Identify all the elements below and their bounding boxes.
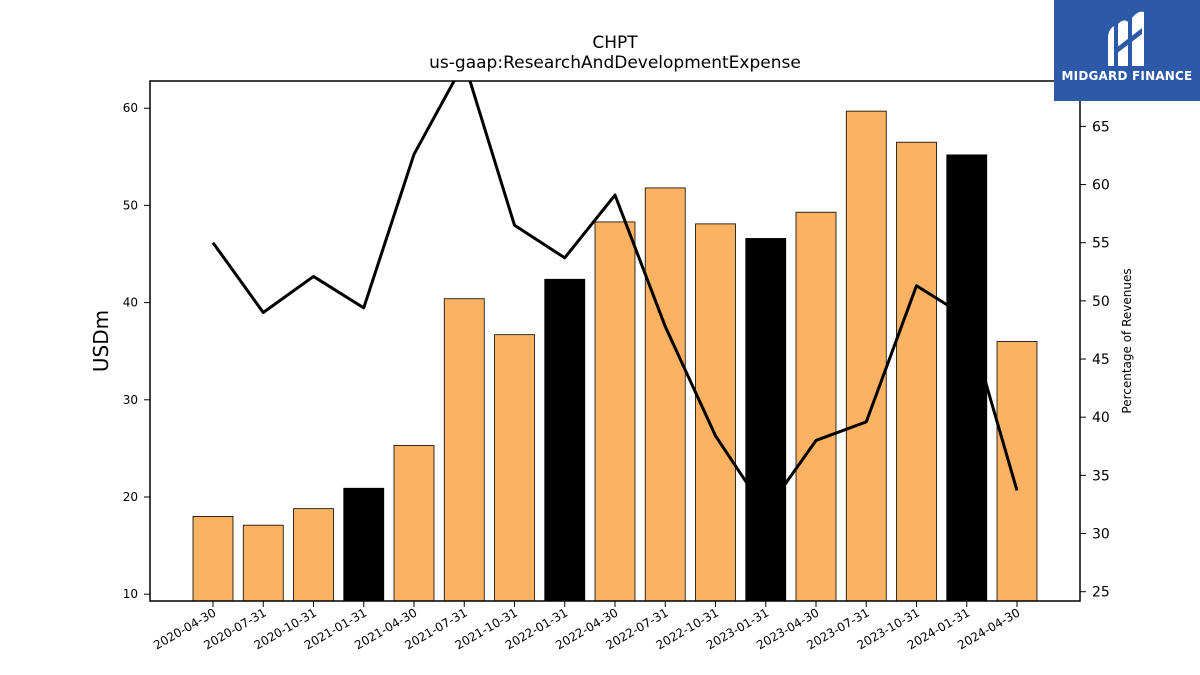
bar-2023-10-31 [896, 141, 937, 602]
bar-2021-04-30 [393, 445, 435, 602]
bar-2020-07-31 [242, 524, 284, 602]
bar-2022-04-30 [594, 221, 636, 602]
y2-tick-label: 60 [1092, 178, 1110, 194]
logo-text: MIDGARD FINANCE [1061, 69, 1193, 83]
bar-2021-07-31 [443, 298, 485, 602]
y2-tick-label: 35 [1092, 468, 1110, 484]
bar-2024-01-31 [946, 154, 988, 602]
y-axis-right: 25 30 35 40 45 50 55 60 65 [1080, 119, 1110, 601]
bar-2023-01-31 [745, 238, 787, 602]
y-axis-label: USDm [89, 310, 113, 372]
bar-2022-07-31 [644, 187, 686, 602]
bar-2022-10-31 [695, 223, 736, 602]
midgard-logo-icon [1108, 11, 1144, 67]
bars-group [192, 110, 1038, 602]
y-tick-label: 60 [123, 101, 138, 115]
bar-2023-04-30 [795, 211, 837, 602]
y2-tick-label: 30 [1092, 527, 1110, 543]
y-tick-label: 10 [123, 587, 138, 601]
bar-2022-01-31 [544, 278, 586, 602]
chart-title: CHPT [592, 33, 638, 53]
y2-tick-label: 40 [1092, 410, 1110, 426]
line-group [211, 81, 1019, 513]
percentage-line [211, 81, 1019, 513]
y2-tick-label: 65 [1092, 119, 1110, 135]
y2-tick-label: 55 [1092, 236, 1110, 252]
y2-tick-label: 50 [1092, 294, 1110, 310]
bar-2020-04-30 [192, 516, 234, 602]
midgard-finance-logo: MIDGARD FINANCE [1054, 0, 1200, 101]
y2-axis-label: Percentage of Revenues [1120, 268, 1134, 413]
bar-2021-10-31 [494, 334, 535, 602]
chart-subtitle: us-gaap:ResearchAndDevelopmentExpense [429, 53, 801, 73]
y-tick-label: 50 [123, 198, 138, 212]
y-tick-label: 40 [123, 296, 138, 310]
bar-2024-04-30 [996, 341, 1038, 602]
y-axis-left: 10 20 30 40 50 60 [123, 101, 150, 601]
y-tick-label: 30 [123, 393, 138, 407]
bar-2023-07-31 [845, 110, 887, 602]
x-axis: 2020-04-302020-07-312020-10-312021-01-31… [151, 601, 1023, 652]
y2-tick-label: 25 [1092, 585, 1110, 601]
bar-2021-01-31 [343, 487, 385, 602]
y2-tick-label: 45 [1092, 352, 1110, 368]
y-tick-label: 20 [123, 490, 138, 504]
bar-2020-10-31 [293, 508, 334, 602]
